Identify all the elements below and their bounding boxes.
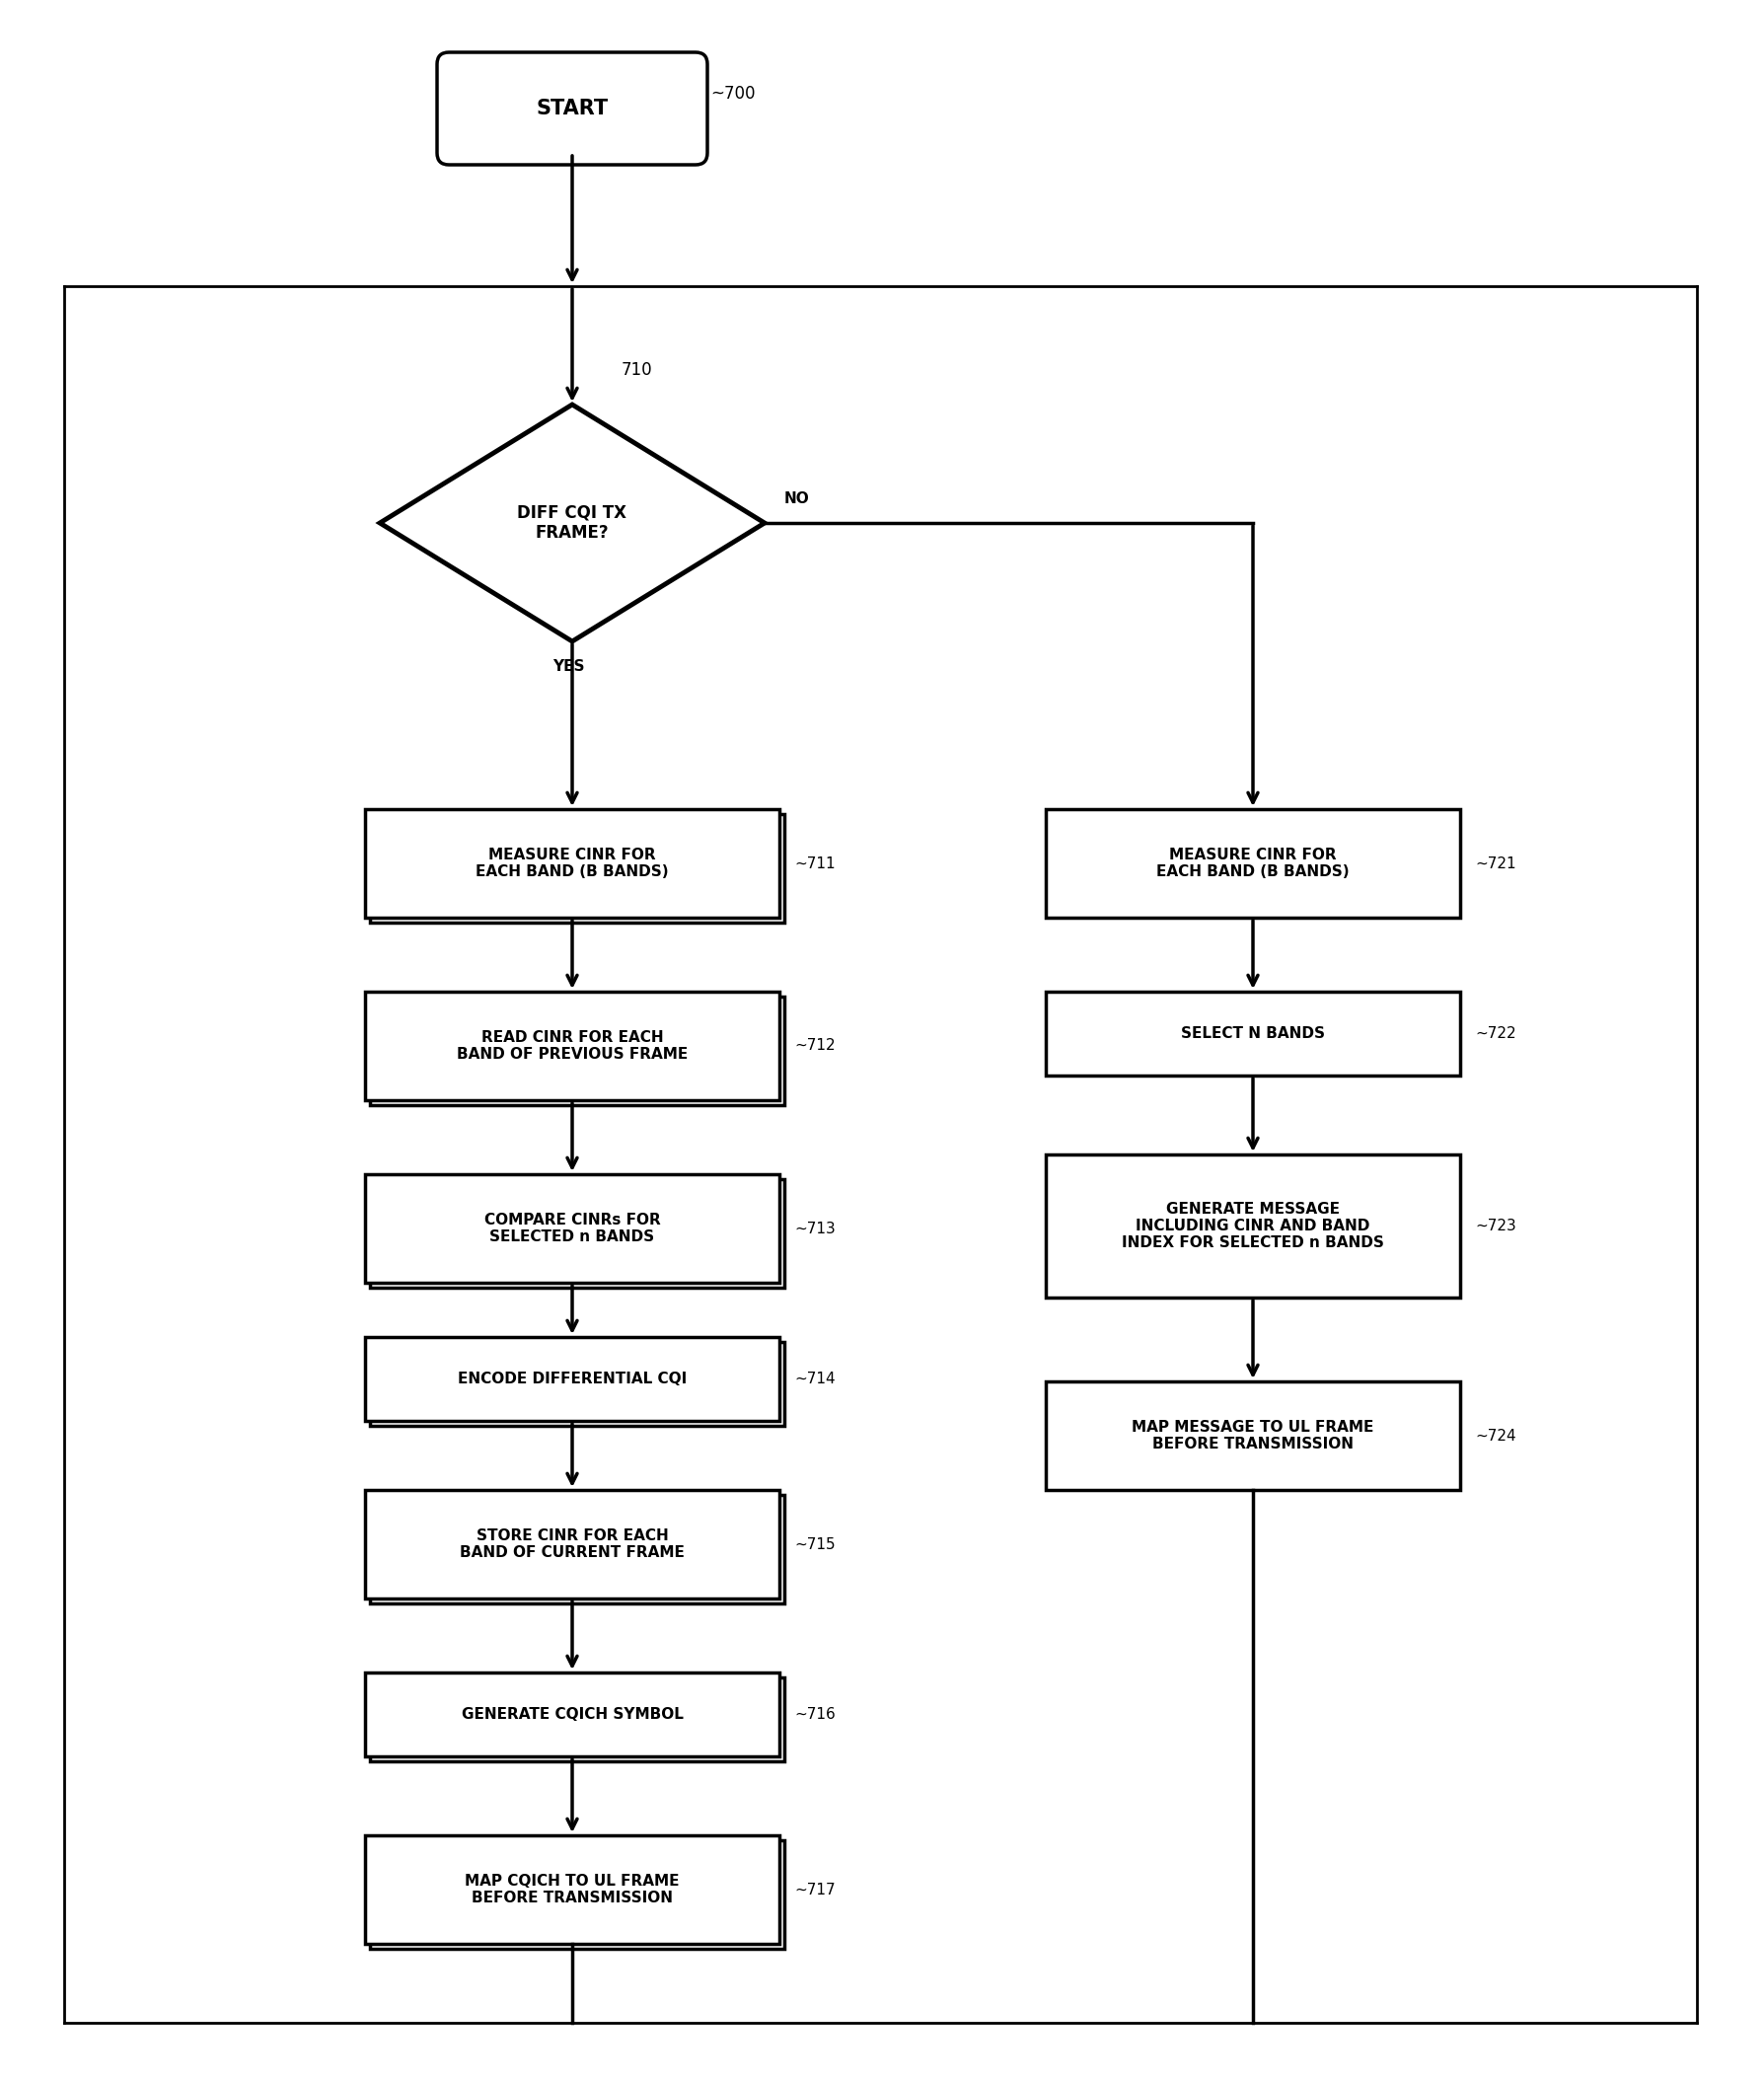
Bar (1046, 810, 1461, 918)
Text: READ CINR FOR EACH
BAND OF PREVIOUS FRAME: READ CINR FOR EACH BAND OF PREVIOUS FRAM… (457, 1031, 688, 1062)
Bar (370, 997, 785, 1106)
Text: DIFF CQI TX
FRAME?: DIFF CQI TX FRAME? (517, 504, 626, 541)
Bar (370, 1495, 785, 1603)
Bar (370, 1840, 785, 1949)
Text: MAP CQICH TO UL FRAME
BEFORE TRANSMISSION: MAP CQICH TO UL FRAME BEFORE TRANSMISSIO… (466, 1874, 679, 1905)
Bar (365, 1836, 780, 1945)
Text: MEASURE CINR FOR
EACH BAND (B BANDS): MEASURE CINR FOR EACH BAND (B BANDS) (476, 847, 669, 879)
Bar (1046, 1382, 1461, 1491)
Text: ~721: ~721 (1475, 856, 1515, 870)
Text: ~712: ~712 (794, 1039, 836, 1053)
Bar (365, 991, 780, 1099)
Bar (365, 1672, 780, 1757)
Text: 710: 710 (621, 360, 653, 379)
Text: MAP MESSAGE TO UL FRAME
BEFORE TRANSMISSION: MAP MESSAGE TO UL FRAME BEFORE TRANSMISS… (1132, 1420, 1374, 1451)
Text: ~715: ~715 (794, 1537, 836, 1551)
Text: ENCODE DIFFERENTIAL CQI: ENCODE DIFFERENTIAL CQI (457, 1372, 686, 1387)
Text: COMPARE CINRs FOR
SELECTED n BANDS: COMPARE CINRs FOR SELECTED n BANDS (483, 1212, 660, 1245)
Bar (365, 1491, 780, 1599)
Text: GENERATE MESSAGE
INCLUDING CINR AND BAND
INDEX FOR SELECTED n BANDS: GENERATE MESSAGE INCLUDING CINR AND BAND… (1122, 1201, 1385, 1251)
Text: GENERATE CQICH SYMBOL: GENERATE CQICH SYMBOL (462, 1707, 683, 1722)
Text: START: START (536, 98, 609, 119)
Bar (370, 1678, 785, 1761)
Bar (370, 814, 785, 922)
Bar (365, 1337, 780, 1420)
Text: ~723: ~723 (1475, 1218, 1515, 1233)
Bar (370, 1178, 785, 1287)
Text: ~717: ~717 (794, 1882, 836, 1897)
Bar (365, 810, 780, 918)
Bar (1046, 991, 1461, 1076)
Text: ~724: ~724 (1475, 1428, 1515, 1443)
Text: STORE CINR FOR EACH
BAND OF CURRENT FRAME: STORE CINR FOR EACH BAND OF CURRENT FRAM… (460, 1528, 684, 1559)
Text: SELECT N BANDS: SELECT N BANDS (1180, 1026, 1325, 1041)
FancyBboxPatch shape (437, 52, 707, 164)
Text: ~722: ~722 (1475, 1026, 1515, 1041)
Bar (1046, 1156, 1461, 1297)
Polygon shape (379, 404, 764, 641)
Text: MEASURE CINR FOR
EACH BAND (B BANDS): MEASURE CINR FOR EACH BAND (B BANDS) (1157, 847, 1349, 879)
Text: NO: NO (785, 491, 810, 506)
Text: YES: YES (552, 660, 584, 675)
Text: ~713: ~713 (794, 1220, 836, 1237)
Text: ~714: ~714 (794, 1372, 836, 1387)
Text: ~711: ~711 (794, 856, 836, 870)
Bar (365, 1174, 780, 1283)
Text: ~700: ~700 (711, 85, 755, 102)
Bar (370, 1343, 785, 1426)
Text: ~716: ~716 (794, 1707, 836, 1722)
